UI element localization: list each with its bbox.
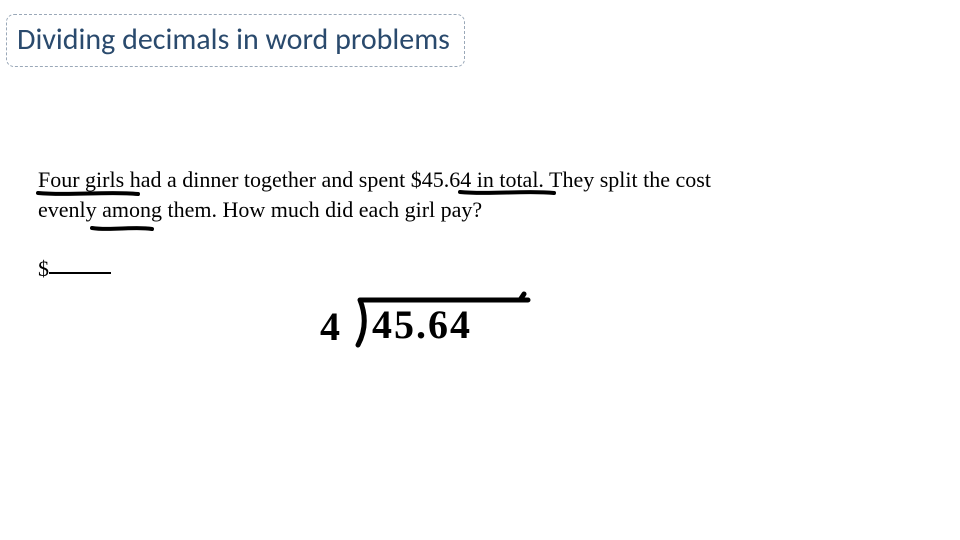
hand-underline-amount bbox=[0, 0, 960, 540]
divisor: 4 bbox=[320, 304, 340, 349]
hand-underline-fourgirls bbox=[0, 0, 960, 540]
long-division: 4 45.64 bbox=[310, 280, 570, 370]
problem-seg-fourgirls: Four girls bbox=[38, 167, 124, 192]
blank-line bbox=[49, 272, 111, 274]
hand-underline-evenly bbox=[0, 0, 960, 540]
title-box: Dividing decimals in word problems bbox=[6, 14, 465, 67]
problem-seg-4: total. They split the cost bbox=[494, 167, 711, 192]
problem-seg-2: had a dinner together and spent bbox=[124, 167, 411, 192]
dividend: 45.64 bbox=[372, 302, 472, 347]
page-title: Dividing decimals in word problems bbox=[17, 21, 450, 58]
currency-symbol: $ bbox=[38, 256, 49, 281]
answer-blank: $ bbox=[38, 256, 111, 282]
problem-seg-amount: $45.64 in bbox=[411, 167, 494, 192]
problem-seg-evenly: evenly bbox=[38, 197, 97, 222]
problem-text: Four girls had a dinner together and spe… bbox=[38, 165, 758, 224]
problem-seg-6: among them. How much did each girl pay? bbox=[97, 197, 483, 222]
